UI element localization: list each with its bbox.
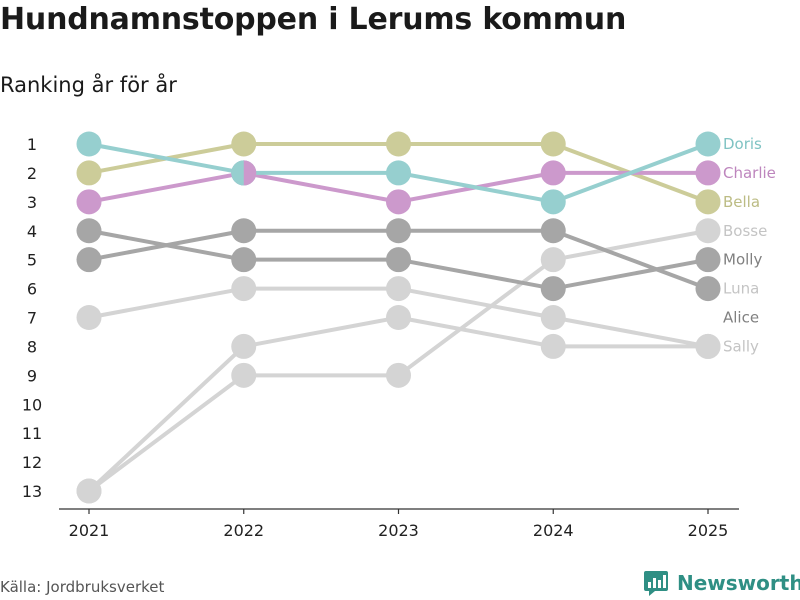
y-tick-label: 11 xyxy=(22,424,42,443)
chart-subtitle: Ranking år för år xyxy=(0,73,177,97)
y-tick-label: 5 xyxy=(27,251,37,270)
y-tick-label: 1 xyxy=(27,135,37,154)
series-label-alice: Alice xyxy=(723,309,759,327)
series-point-luna xyxy=(231,218,257,244)
series-point-bosse xyxy=(386,362,411,388)
series-point-molly xyxy=(540,276,566,302)
brand-name: Newsworthy xyxy=(677,571,800,595)
series-point-molly xyxy=(386,247,411,273)
series-point-sally xyxy=(231,333,257,359)
series-point-bella xyxy=(386,131,411,157)
series-point-molly xyxy=(76,218,102,244)
series-point-luna xyxy=(76,247,102,273)
y-tick-label: 3 xyxy=(27,193,37,212)
series-point-doris xyxy=(76,131,102,157)
series-point-alice xyxy=(540,305,566,330)
series-point-molly xyxy=(695,247,721,273)
series-point-charlie xyxy=(540,160,566,186)
series-point-bosse xyxy=(695,218,721,244)
y-tick-label: 13 xyxy=(22,482,42,501)
series-line-sally xyxy=(87,315,710,493)
x-tick-label: 2023 xyxy=(378,521,419,540)
y-tick-label: 9 xyxy=(27,366,37,385)
y-tick-label: 8 xyxy=(27,337,37,356)
y-tick-label: 12 xyxy=(22,453,42,472)
series-point-doris xyxy=(540,189,566,215)
series-point-molly xyxy=(231,247,257,273)
x-tick-label: 2021 xyxy=(69,521,110,540)
series-point-doris xyxy=(695,131,721,157)
series-point-doris xyxy=(386,160,411,186)
series-point-bella xyxy=(76,160,102,186)
series-point-sally xyxy=(540,333,566,359)
x-tick-label: 2024 xyxy=(533,521,574,540)
x-tick-label: 2025 xyxy=(688,521,729,540)
series-point-luna xyxy=(695,276,721,302)
y-tick-label: 10 xyxy=(22,395,42,414)
series-point-bosse xyxy=(231,362,257,388)
series-point-luna xyxy=(386,218,411,244)
split-point-right xyxy=(243,160,257,186)
series-point-bella xyxy=(695,189,721,215)
series-label-bella: Bella xyxy=(723,193,760,211)
series-point-alice xyxy=(231,276,257,302)
series-label-sally: Sally xyxy=(723,337,759,355)
source-note: Källa: Jordbruksverket xyxy=(0,578,165,596)
series-point-sally xyxy=(386,305,411,330)
series-point-bosse xyxy=(76,478,102,504)
series-point-alice xyxy=(76,305,102,330)
series-point-bella xyxy=(231,131,257,157)
split-point-left xyxy=(231,160,244,186)
chart-title: Hundnamnstoppen i Lerums kommun xyxy=(0,2,627,37)
brand-logo: Newsworthy xyxy=(643,569,800,597)
series-point-luna xyxy=(540,218,566,244)
series-label-molly: Molly xyxy=(723,251,762,269)
series-point-bella xyxy=(540,131,566,157)
x-tick-label: 2022 xyxy=(223,521,264,540)
newsworthy-logo-icon xyxy=(644,571,668,596)
y-tick-label: 2 xyxy=(27,164,37,183)
series-point-charlie xyxy=(386,189,411,215)
series-point-charlie xyxy=(76,189,102,215)
series-point-sally xyxy=(695,333,721,359)
y-tick-label: 4 xyxy=(27,222,37,241)
series-label-bosse: Bosse xyxy=(723,222,767,240)
series-point-charlie xyxy=(695,160,721,186)
series-label-charlie: Charlie xyxy=(723,164,776,182)
y-tick-label: 6 xyxy=(27,280,37,299)
series-label-doris: Doris xyxy=(723,135,762,153)
series-point-alice xyxy=(386,276,411,302)
series-point-bosse xyxy=(540,247,566,273)
series-label-luna: Luna xyxy=(723,280,759,298)
y-tick-label: 7 xyxy=(27,309,37,328)
